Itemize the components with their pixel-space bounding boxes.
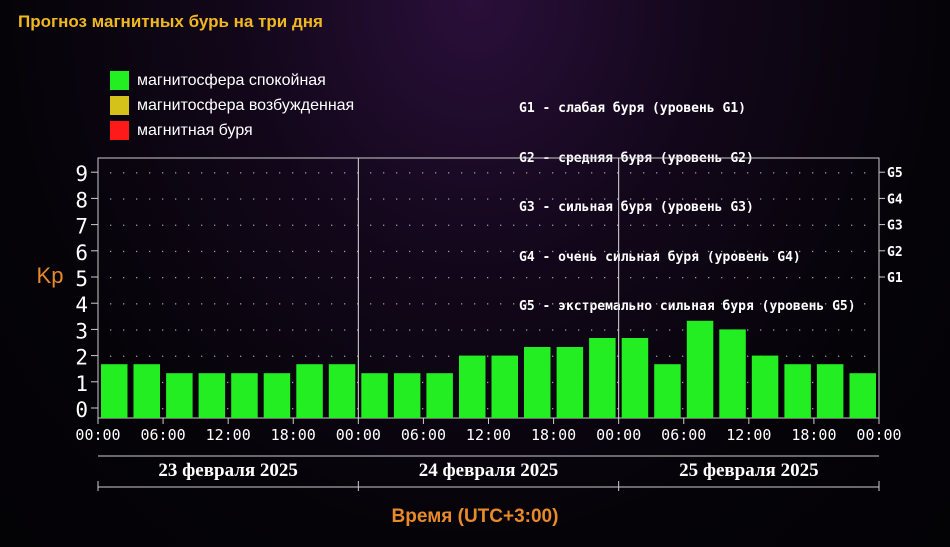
x-tick-label-0: 00:00: [75, 426, 120, 444]
legend-label-excited: магнитосфера возбужденная: [137, 96, 355, 114]
g-axis-label-2: G2: [887, 245, 903, 260]
x-tick-label-10: 12:00: [726, 426, 771, 444]
bar-12: [491, 355, 518, 418]
y-tick-label-6: 6: [75, 241, 88, 265]
bar-7: [328, 364, 356, 418]
bar-15: [589, 338, 616, 418]
x-tick-label-4: 00:00: [336, 426, 381, 444]
bar-13: [524, 347, 551, 418]
legend-swatch-excited: [110, 96, 129, 115]
bar-10: [426, 373, 453, 418]
g-axis-label-1: G1: [887, 271, 903, 286]
y-tick-label-3: 3: [75, 319, 88, 343]
bar-22: [816, 364, 844, 418]
bar-21: [784, 364, 811, 418]
g-level-legend: G1 - слабая буря (уровень G1) G2 - средн…: [519, 68, 856, 332]
y-tick-label-0: 0: [75, 398, 88, 422]
y-axis-label: Kp: [37, 263, 64, 288]
bar-17: [654, 364, 681, 418]
g-axis-label-5: G5: [887, 166, 903, 181]
y-tick-label-8: 8: [75, 188, 88, 212]
x-tick-label-12: 00:00: [856, 426, 901, 444]
bar-0: [101, 364, 128, 418]
x-tick-label-3: 18:00: [271, 426, 316, 444]
x-tick-label-1: 06:00: [141, 426, 186, 444]
g-axis-label-3: G3: [887, 219, 903, 234]
legend-swatch-storm: [110, 121, 129, 140]
x-tick-label-8: 00:00: [596, 426, 641, 444]
x-tick-label-11: 18:00: [791, 426, 836, 444]
legend-item-excited: магнитосфера возбужденная: [110, 93, 354, 118]
bar-23: [849, 373, 876, 418]
x-tick-label-6: 12:00: [466, 426, 511, 444]
y-tick-label-1: 1: [75, 372, 88, 396]
x-tick-label-9: 06:00: [661, 426, 706, 444]
y-tick-label-2: 2: [75, 346, 88, 370]
x-tick-label-2: 12:00: [206, 426, 251, 444]
bar-5: [263, 373, 291, 418]
bar-20: [751, 355, 779, 418]
g-level-5: G5 - экстремально сильная буря (уровень …: [519, 299, 856, 314]
y-tick-label-5: 5: [75, 267, 88, 291]
bar-16: [621, 338, 649, 418]
g-level-1: G1 - слабая буря (уровень G1): [519, 101, 746, 116]
g-level-3: G3 - сильная буря (уровень G3): [519, 200, 754, 215]
legend-swatch-quiet: [110, 71, 129, 90]
bar-2: [166, 373, 193, 418]
bar-19: [719, 329, 746, 418]
legend-label-storm: магнитная буря: [137, 121, 253, 139]
y-tick-label-4: 4: [75, 293, 88, 317]
bar-3: [198, 373, 226, 418]
bar-6: [296, 364, 323, 418]
x-tick-label-5: 06:00: [401, 426, 446, 444]
g-level-4: G4 - очень сильная буря (уровень G4): [519, 249, 801, 265]
y-tick-label-7: 7: [75, 215, 88, 239]
bar-8: [361, 373, 388, 418]
legend: магнитосфера спокойная магнитосфера возб…: [110, 68, 354, 143]
grid-dots: [110, 172, 866, 410]
bar-9: [393, 373, 421, 418]
x-axis-label: Время (UTC+3:00): [392, 506, 559, 527]
day-label-2: 25 февраля 2025: [679, 460, 819, 481]
bar-18: [686, 320, 714, 418]
y-tick-label-9: 9: [75, 162, 88, 186]
g-axis-label-4: G4: [887, 192, 903, 207]
legend-label-quiet: магнитосфера спокойная: [137, 71, 326, 89]
bar-4: [231, 373, 258, 418]
x-tick-label-7: 18:00: [531, 426, 576, 444]
legend-item-storm: магнитная буря: [110, 118, 354, 143]
day-label-1: 24 февраля 2025: [419, 460, 559, 481]
chart-title: Прогноз магнитных бурь на три дня: [18, 12, 323, 31]
bar-1: [133, 364, 160, 418]
bar-11: [459, 355, 486, 418]
bar-14: [556, 347, 584, 418]
g-level-2: G2 - средняя буря (уровень G2): [519, 150, 754, 166]
day-label-0: 23 февраля 2025: [158, 460, 298, 481]
legend-item-quiet: магнитосфера спокойная: [110, 68, 354, 93]
